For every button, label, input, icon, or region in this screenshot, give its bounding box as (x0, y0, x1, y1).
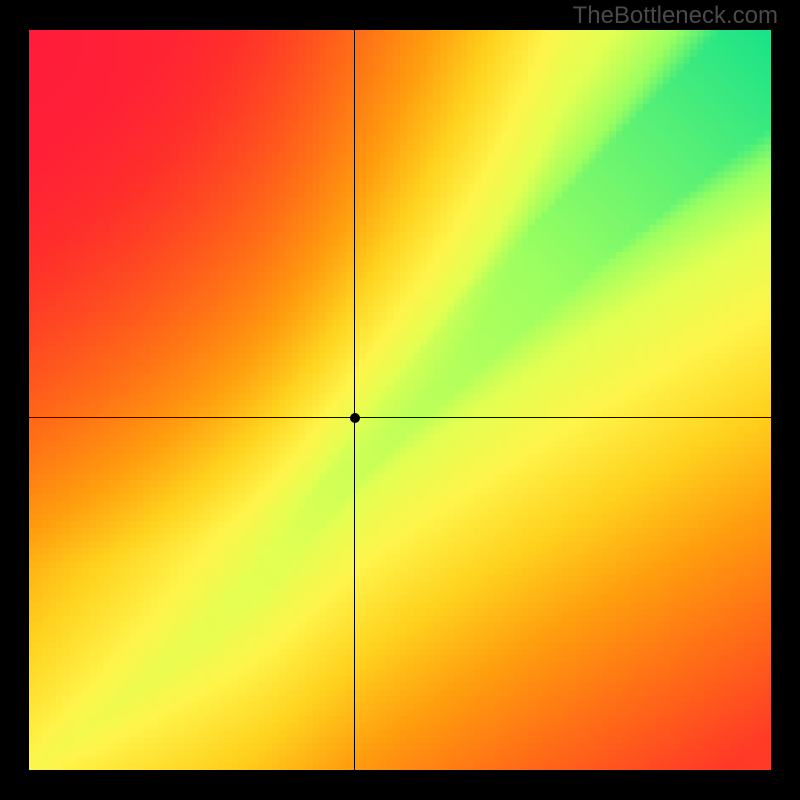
crosshair-vertical (354, 30, 355, 770)
crosshair-horizontal (29, 417, 771, 418)
watermark-text: TheBottleneck.com (573, 2, 778, 30)
plot-border (27, 28, 773, 772)
data-point-marker (350, 413, 360, 423)
